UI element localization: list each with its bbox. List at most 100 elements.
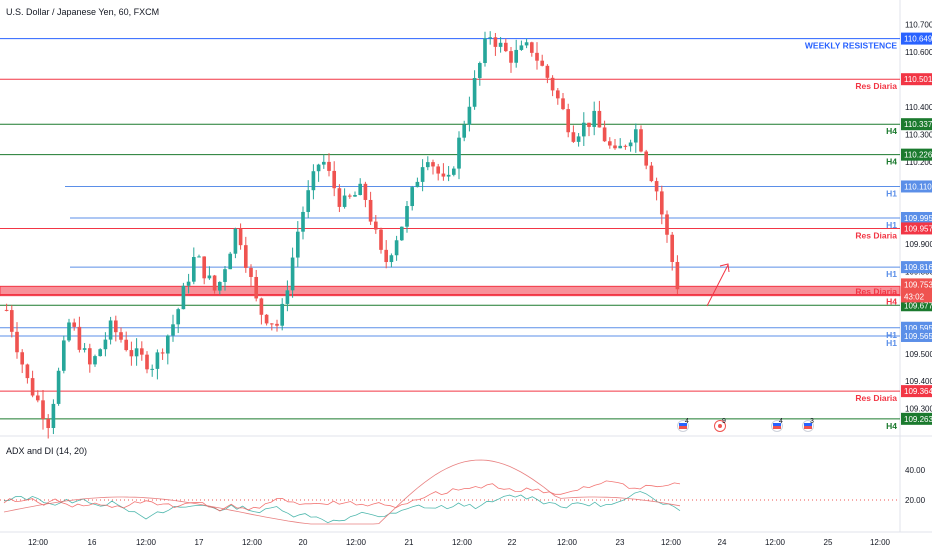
candle-body <box>373 221 378 230</box>
candle-body <box>46 418 51 429</box>
candle-body <box>587 122 591 127</box>
price-tick-label: 109.500 <box>905 350 932 359</box>
candle-body <box>379 229 383 250</box>
candle-body <box>327 161 331 171</box>
level-label: H4 <box>886 297 897 307</box>
level-label: WEEKLY RESISTENCE <box>805 41 897 51</box>
candle-body <box>207 275 212 279</box>
candle-body <box>61 340 66 371</box>
time-tick-label: 17 <box>195 538 204 547</box>
event-flag-icon: 3 <box>802 418 814 432</box>
time-tick-label: 25 <box>824 538 833 547</box>
level-label: H1 <box>886 269 897 279</box>
level-label: Res Diaria <box>855 230 897 240</box>
price-badge-bg <box>901 180 932 193</box>
adx-line <box>3 459 681 525</box>
price-badge-bg <box>901 412 932 425</box>
price-badge-text: 109.957 <box>904 224 932 233</box>
candle-body <box>358 183 363 196</box>
arrow-shaft <box>706 264 729 307</box>
di-minus-line <box>3 480 681 512</box>
candle-body <box>269 323 274 325</box>
price-badge: 110.501 <box>901 73 932 86</box>
event-flag-icon: 4 <box>677 418 689 432</box>
candle-body <box>618 145 623 149</box>
level-label: H1 <box>886 330 897 340</box>
price-badge-text: 109.816 <box>904 263 932 272</box>
candle-body <box>659 191 664 215</box>
time-tick-label: 21 <box>405 538 414 547</box>
candle-body <box>98 349 103 357</box>
candle-body <box>368 199 373 222</box>
price-badge: 109.263 <box>901 412 932 425</box>
time-tick-label: 12:00 <box>661 538 682 547</box>
candle-body <box>410 187 415 207</box>
time-tick-label: 12:00 <box>765 538 786 547</box>
candle-body <box>639 129 643 152</box>
candle-body <box>223 269 227 282</box>
candle-body <box>30 378 35 396</box>
price-badge-bg <box>901 222 932 235</box>
candle-body <box>150 368 155 370</box>
candle-body <box>124 339 129 351</box>
price-badge: 110.226 <box>901 148 932 161</box>
candle-body <box>441 173 446 177</box>
candle-body <box>566 109 571 133</box>
candle-body <box>457 137 461 169</box>
price-tick-label: 110.700 <box>905 21 932 30</box>
event-circle-icon: 9 <box>714 418 726 432</box>
price-badge-bg <box>901 73 932 86</box>
candle-body <box>670 234 675 262</box>
level-label: Res Diaria <box>855 81 897 91</box>
candle-body <box>389 255 394 263</box>
candle-body <box>134 348 139 357</box>
price-badge-text: 109.263 <box>904 415 932 424</box>
candle-body <box>431 162 435 167</box>
candle-body <box>581 122 586 137</box>
price-tick-label: 110.600 <box>905 48 932 57</box>
candle-body <box>384 249 389 263</box>
price-badge-bg <box>901 212 932 225</box>
candle-body <box>675 261 680 290</box>
time-tick-label: 12:00 <box>452 538 473 547</box>
candle-body <box>337 188 342 207</box>
countdown-text: 43:02 <box>904 292 925 301</box>
candle-body <box>628 142 633 147</box>
event-flag-icon: 4 <box>771 418 783 432</box>
candle-body <box>561 98 565 110</box>
candle-body <box>597 110 602 128</box>
candle-body <box>498 42 503 47</box>
flag-stripe-blue <box>773 423 781 426</box>
candle-body <box>306 190 311 212</box>
price-tick-label: 109.900 <box>905 240 932 249</box>
candle-body <box>472 78 477 107</box>
price-badge-bg <box>901 148 932 161</box>
candles-group <box>4 31 680 439</box>
candle-body <box>119 332 123 340</box>
candle-body <box>353 195 357 197</box>
price-tick-label: 110.400 <box>905 103 932 112</box>
level-label: Res Diaria <box>855 393 897 403</box>
candle-body <box>108 320 113 340</box>
price-badge-text: 110.501 <box>904 75 932 84</box>
candle-body <box>87 348 92 365</box>
candle-body <box>529 42 534 53</box>
level-label: H4 <box>886 157 897 167</box>
candle-body <box>186 281 191 286</box>
indicator-title: ADX and DI (14, 20) <box>6 446 88 456</box>
candle-body <box>363 183 368 200</box>
candle-body <box>394 240 399 256</box>
price-badge: 109.995 <box>901 212 932 225</box>
candle-body <box>332 170 337 189</box>
candle-body <box>197 256 201 258</box>
candle-body <box>243 245 248 268</box>
time-tick-label: 12:00 <box>557 538 578 547</box>
event-marker-dot <box>718 424 722 428</box>
candle-body <box>77 326 82 350</box>
candle-body <box>155 352 160 369</box>
price-tick-label: 110.200 <box>905 158 932 167</box>
candle-body <box>665 214 669 235</box>
candle-body <box>493 37 498 47</box>
